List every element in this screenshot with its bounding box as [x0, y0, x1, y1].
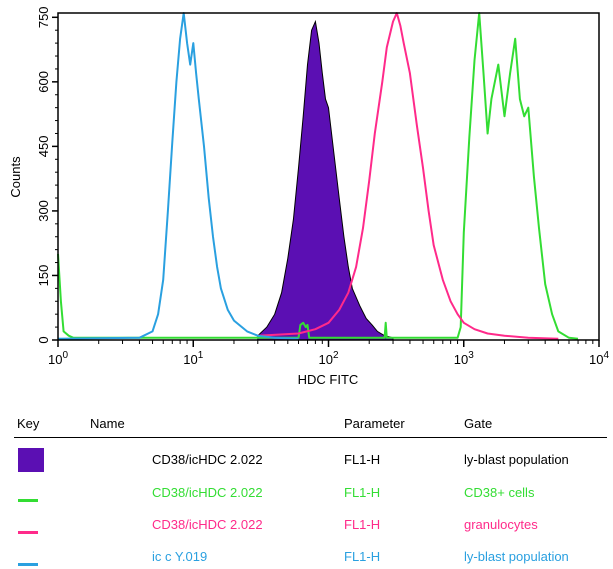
legend-key-line [18, 563, 38, 566]
legend-series-gate: granulocytes [464, 517, 538, 532]
x-tick-label: 103 [454, 350, 474, 367]
legend-key-swatch [18, 448, 44, 472]
histogram-series-line [57, 12, 299, 340]
y-axis-title: Counts [8, 156, 23, 198]
legend-series-parameter: FL1-H [344, 517, 381, 532]
legend-series-name: ic c Y.019 [152, 549, 208, 564]
legend-table: Key Name Parameter Gate CD38/icHDC 2.022… [0, 412, 613, 567]
legend-series-name: CD38/icHDC 2.022 [152, 485, 263, 500]
legend-header-key: Key [17, 416, 40, 431]
y-tick-label: 150 [36, 265, 51, 287]
x-tick-label: 100 [48, 350, 68, 367]
legend-row: ic c Y.019 FL1-H ly-blast population [0, 541, 613, 569]
histogram-series-line [57, 12, 579, 340]
legend-row: CD38/icHDC 2.022 FL1-H CD38+ cells [0, 477, 613, 505]
histogram-series-filled [257, 19, 394, 341]
legend-series-gate: CD38+ cells [464, 485, 535, 500]
histogram-series-line [257, 12, 559, 340]
y-tick-label: 750 [36, 6, 51, 28]
legend-row: CD38/icHDC 2.022 FL1-H ly-blast populati… [0, 444, 613, 472]
y-axis: 0 150 300 450 600 750 [36, 6, 58, 344]
legend-series-name: CD38/icHDC 2.022 [152, 452, 263, 467]
legend-header-rule [14, 437, 607, 438]
legend-series-parameter: FL1-H [344, 452, 381, 467]
x-tick-label: 104 [589, 350, 609, 367]
legend-header-parameter: Parameter [344, 416, 405, 431]
legend-key-line [18, 531, 38, 534]
y-tick-label: 0 [36, 336, 51, 343]
legend-series-parameter: FL1-H [344, 485, 381, 500]
legend-series-parameter: FL1-H [344, 549, 381, 564]
y-tick-label: 300 [36, 200, 51, 222]
legend-header-gate: Gate [464, 416, 493, 431]
legend-key-line [18, 499, 38, 502]
x-axis-title: HDC FITC [298, 372, 359, 387]
legend-series-gate: ly-blast population [464, 549, 569, 564]
legend-row: CD38/icHDC 2.022 FL1-H granulocytes [0, 509, 613, 537]
y-tick-label: 450 [36, 136, 51, 158]
x-axis: 100 101 102 103 104 [48, 340, 609, 367]
legend-series-gate: ly-blast population [464, 452, 569, 467]
x-tick-label: 102 [318, 350, 338, 367]
x-tick-label: 101 [183, 350, 203, 367]
series-layer [57, 12, 579, 341]
y-tick-label: 600 [36, 71, 51, 93]
legend-series-name: CD38/icHDC 2.022 [152, 517, 263, 532]
histogram-plot: 0 150 300 450 600 750 100 101 102 103 104 HDC FIT… [8, 6, 609, 387]
legend-header-name: Name [90, 416, 125, 431]
